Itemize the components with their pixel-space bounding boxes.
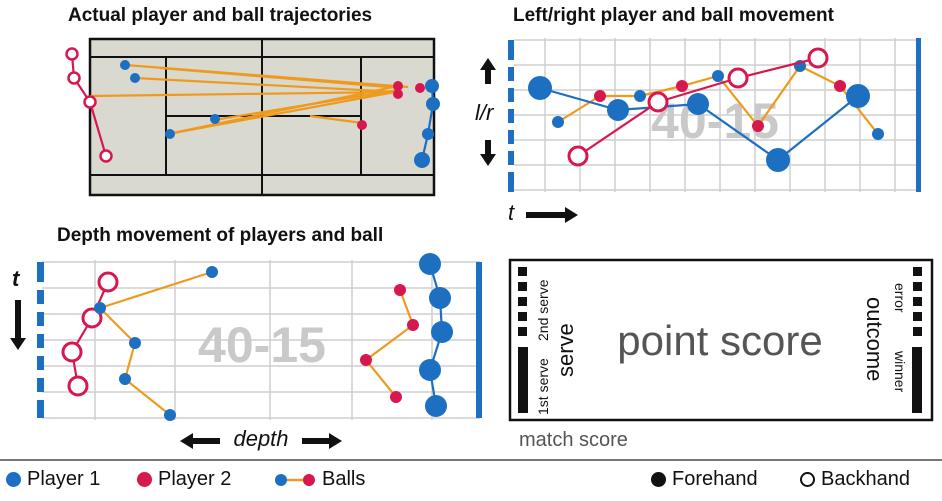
depth-ball-path-left <box>97 270 213 416</box>
arrow-right-icon <box>302 433 342 449</box>
depth-movement-title: Depth movement of players and ball <box>57 225 384 246</box>
first-serve-label: 1st serve <box>535 358 551 415</box>
depth-axis-label: depth <box>233 426 288 451</box>
depth-grid <box>42 260 480 420</box>
legend-forehand-label: Forehand <box>672 468 758 490</box>
lr-movement-panel: 40-15 l/r t <box>475 38 921 225</box>
lr-movement-title: Left/right player and ball movement <box>513 5 834 26</box>
arrow-left-icon <box>180 433 220 449</box>
outcome-indicator <box>912 267 922 413</box>
match-score-label: match score <box>519 429 628 451</box>
player2-dot-icon <box>137 472 152 487</box>
legend-backhand: Backhand <box>800 468 910 491</box>
arrow-down-icon <box>480 140 496 166</box>
error-label: error <box>892 283 908 313</box>
legend-player2: Player 2 <box>137 468 231 491</box>
lr-dashed-bar <box>508 40 514 192</box>
ball-trajectories <box>89 63 409 136</box>
second-serve-label: 2nd serve <box>535 279 551 341</box>
point-score-label: point score <box>617 317 822 364</box>
legend-player1: Player 1 <box>6 468 100 491</box>
serve-indicator <box>518 267 528 413</box>
lr-player2-path <box>567 47 846 167</box>
point-glyph-panel: 2nd serve 1st serve serve point score ou… <box>508 258 934 451</box>
time-axis-label: t <box>508 200 515 225</box>
depth-time-label: t <box>12 266 21 291</box>
depth-ball-path-right <box>364 289 415 398</box>
depth-player2-path <box>61 271 419 403</box>
backhand-ring-icon <box>800 472 815 487</box>
court-trajectory-panel <box>65 37 440 197</box>
legend-balls-label: Balls <box>322 468 366 490</box>
legend-forehand: Forehand <box>651 468 758 491</box>
depth-movement-panel: 40-15 t depth <box>10 253 482 451</box>
winner-label: winner <box>892 350 908 393</box>
depth-score-watermark: 40-15 <box>198 317 326 373</box>
legend-player2-label: Player 2 <box>158 468 232 490</box>
lr-axis-label: l/r <box>475 100 495 125</box>
arrow-right-icon <box>526 207 578 223</box>
lr-player1-path <box>528 60 884 172</box>
depth-player1-path <box>94 253 453 421</box>
legend-player1-label: Player 1 <box>27 468 101 490</box>
arrow-down-icon <box>10 300 26 350</box>
player1-end-bar <box>476 262 482 418</box>
glyph-frame <box>508 258 934 422</box>
player2-path <box>65 47 425 163</box>
player1-dot-icon <box>6 472 21 487</box>
ball-pair-icon <box>275 473 315 486</box>
trajectories-title: Actual player and ball trajectories <box>68 5 373 26</box>
legend-balls: Balls <box>274 468 365 491</box>
arrow-up-icon <box>480 58 496 84</box>
legend-backhand-label: Backhand <box>821 468 910 490</box>
legend-divider <box>0 459 942 461</box>
outcome-label: outcome <box>862 297 887 381</box>
forehand-dot-icon <box>651 472 666 487</box>
player1-path <box>120 60 440 168</box>
serve-label: serve <box>553 323 578 377</box>
player1-side-bar <box>916 38 921 192</box>
depth-dashed-bar <box>37 262 44 418</box>
